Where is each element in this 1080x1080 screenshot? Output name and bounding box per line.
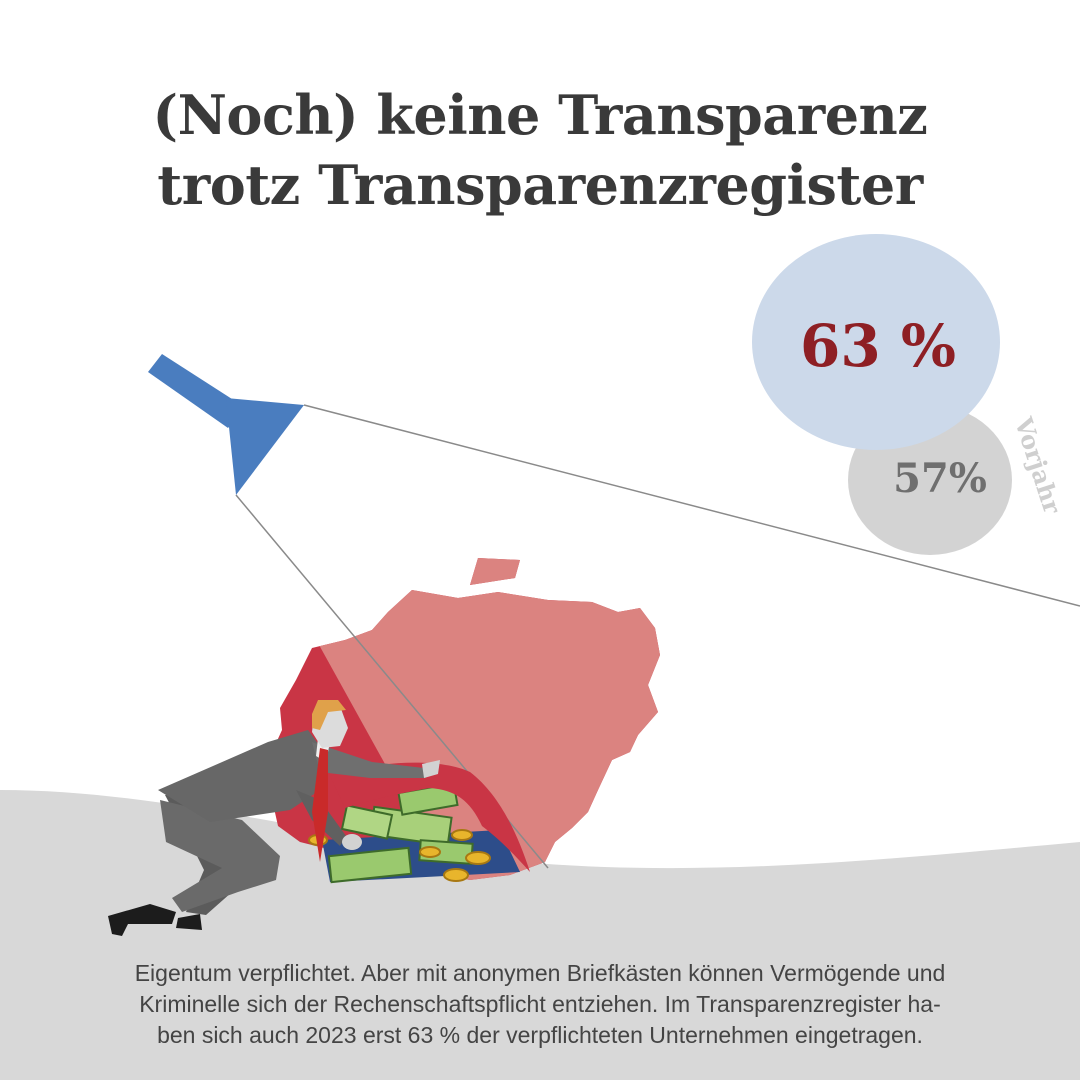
beam-line-upper: [303, 404, 1080, 607]
money-pile: [308, 782, 520, 884]
page-title: (Noch) keine Transparenz trotz Transpare…: [0, 80, 1080, 220]
previous-year-label: Vorjahr: [1009, 413, 1068, 518]
previous-year-value: 57%: [893, 455, 987, 502]
red-cape: [330, 762, 530, 872]
current-value: 63 %: [800, 312, 956, 380]
current-value-bubble: 63 %: [752, 234, 1000, 450]
caption-line-2: Kriminelle sich der Rechenschaftspflicht…: [139, 991, 941, 1017]
caption: Eigentum verpflichtet. Aber mit anonymen…: [60, 958, 1020, 1051]
businessman-figure: [108, 700, 440, 936]
title-line-2: trotz Transparenzregister: [157, 153, 923, 217]
caption-line-1: Eigentum verpflichtet. Aber mit anonymen…: [134, 960, 946, 986]
title-line-1: (Noch) keine Transparenz: [152, 83, 928, 147]
flashlight-icon: [148, 354, 304, 495]
caption-line-3: ben sich auch 2023 erst 63 % der verpfli…: [157, 1022, 923, 1048]
